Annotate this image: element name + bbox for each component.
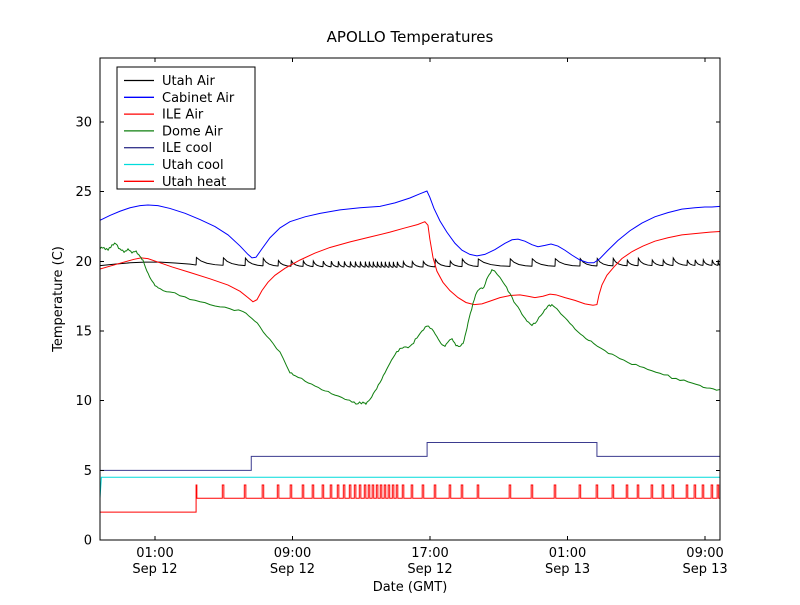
- x-tick-date-label: Sep 12: [407, 562, 452, 577]
- legend-entry-dome-air: Dome Air: [124, 124, 223, 139]
- series-utah-air: [100, 256, 720, 268]
- legend-entry-utah-air: Utah Air: [124, 74, 215, 89]
- plot-border: [99, 57, 721, 541]
- x-tick-date-label: Sep 13: [682, 562, 727, 577]
- series-ile-cool: [100, 441, 720, 471]
- y-tick-label: 30: [75, 116, 92, 131]
- legend-label: ILE cool: [162, 141, 212, 156]
- legend-label: Utah cool: [162, 158, 224, 173]
- x-tick-time-label: 09:00: [274, 546, 311, 561]
- y-axis-label: Temperature (C): [51, 246, 66, 353]
- legend-label: Dome Air: [162, 124, 223, 139]
- legend-entry-utah-heat: Utah heat: [124, 175, 226, 190]
- x-tick-time-label: 09:00: [686, 546, 723, 561]
- legend-label: Utah Air: [162, 74, 215, 89]
- x-axis-label: Date (GMT): [373, 580, 448, 595]
- x-tick-time-label: 01:00: [549, 546, 586, 561]
- legend-label: Utah heat: [162, 175, 226, 190]
- y-tick-label: 10: [75, 394, 92, 409]
- x-tick-date-label: Sep 12: [270, 562, 315, 577]
- legend-entry-ile-cool: ILE cool: [124, 141, 212, 156]
- y-tick-label: 5: [84, 464, 92, 479]
- legend-entry-cabinet-air: Cabinet Air: [124, 91, 235, 106]
- x-tick-date-label: Sep 13: [545, 562, 590, 577]
- legend-entry-utah-cool: Utah cool: [124, 158, 224, 173]
- y-tick-label: 15: [75, 325, 92, 340]
- legend-label: ILE Air: [162, 108, 204, 123]
- legend-label: Cabinet Air: [162, 91, 235, 106]
- series-ile-air: [100, 221, 720, 306]
- x-tick-time-label: 01:00: [136, 546, 173, 561]
- series-dome-air: [100, 242, 720, 406]
- series-utah-heat: [100, 484, 720, 513]
- series-utah-cool: [100, 476, 720, 499]
- y-tick-label: 20: [75, 255, 92, 270]
- y-tick-label: 25: [75, 185, 92, 200]
- series-cabinet-air: [100, 190, 720, 264]
- x-tick-date-label: Sep 12: [132, 562, 177, 577]
- series-group: [100, 190, 720, 513]
- axes-frame: [99, 57, 721, 541]
- y-tick-label: 0: [84, 534, 92, 549]
- chart-title: APOLLO Temperatures: [327, 28, 494, 46]
- x-tick-time-label: 17:00: [411, 546, 448, 561]
- legend-entry-ile-air: ILE Air: [124, 108, 204, 123]
- legend-box: [116, 66, 256, 190]
